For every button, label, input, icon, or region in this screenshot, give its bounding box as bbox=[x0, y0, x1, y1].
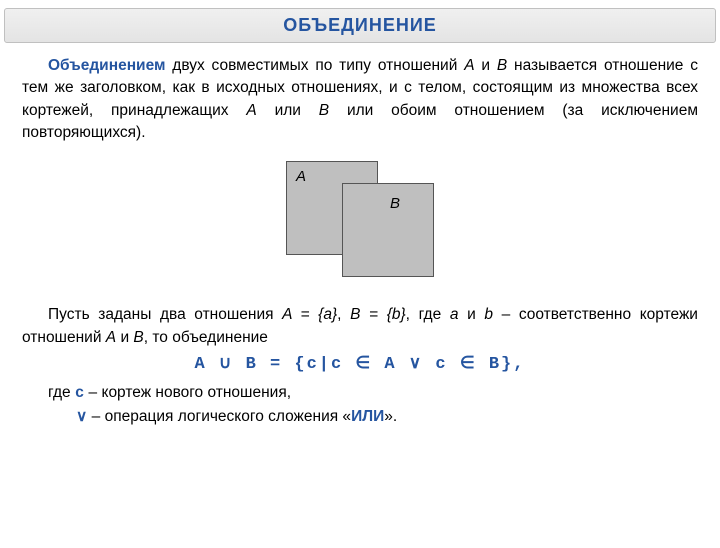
text-span: двух совместимых по типу отношений bbox=[165, 57, 464, 74]
A-eq: A = {a} bbox=[282, 306, 337, 323]
union-formula: A ∪ B = {c|c ∈ A ∨ c ∈ B}, bbox=[22, 353, 698, 378]
rel-B: B bbox=[497, 57, 507, 74]
set-box-B bbox=[342, 183, 434, 277]
text-span: где bbox=[48, 384, 75, 401]
page-title-bar: ОБЪЕДИНЕНИЕ bbox=[4, 8, 716, 43]
text-span: ». bbox=[384, 408, 397, 425]
B-eq: B = {b} bbox=[350, 306, 406, 323]
definition-paragraph: Объединением двух совместимых по типу от… bbox=[22, 55, 698, 145]
text-span: , где bbox=[406, 306, 450, 323]
or-word: ИЛИ bbox=[351, 408, 384, 425]
text-span: , bbox=[337, 306, 350, 323]
text-span: или bbox=[257, 102, 319, 119]
rel-A3: A bbox=[106, 329, 116, 346]
set-label-A: A bbox=[296, 166, 306, 188]
rel-B2: B bbox=[319, 102, 329, 119]
or-symbol: ∨ bbox=[76, 408, 87, 426]
content-area: Объединением двух совместимых по типу от… bbox=[0, 55, 720, 429]
text-span: – операция логического сложения « bbox=[87, 408, 351, 425]
where-c-line: где c – кортеж нового отношения, bbox=[22, 382, 698, 404]
tuple-b: b bbox=[484, 306, 493, 323]
text-span: и bbox=[475, 57, 497, 74]
diagram-canvas: A B bbox=[286, 161, 434, 279]
where-or-line: ∨ – операция логического сложения «ИЛИ». bbox=[22, 406, 698, 428]
text-span: Пусть заданы два отношения bbox=[48, 306, 282, 323]
text-span: , то объединение bbox=[144, 329, 268, 346]
text-span: и bbox=[116, 329, 133, 346]
tuple-c: c bbox=[75, 384, 84, 402]
set-label-B: B bbox=[390, 193, 400, 215]
rel-B3: B bbox=[133, 329, 143, 346]
venn-diagram: A B bbox=[22, 161, 698, 286]
page-title: ОБЪЕДИНЕНИЕ bbox=[283, 15, 437, 35]
rel-A: A bbox=[464, 57, 474, 74]
text-span: и bbox=[458, 306, 484, 323]
lead-term: Объединением bbox=[48, 57, 165, 74]
rel-A2: A bbox=[246, 102, 256, 119]
text-span: – кортеж нового отношения, bbox=[84, 384, 291, 401]
setup-paragraph: Пусть заданы два отношения A = {a}, B = … bbox=[22, 304, 698, 349]
